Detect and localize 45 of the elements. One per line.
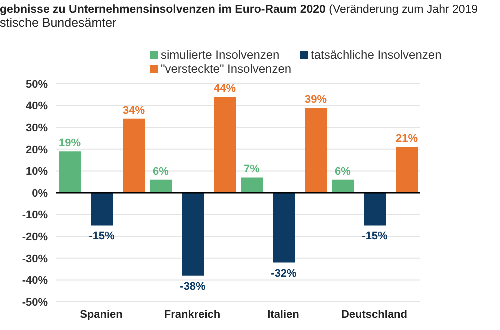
- data-label: 7%: [244, 164, 260, 176]
- data-label: 6%: [153, 166, 170, 178]
- bar: [241, 178, 263, 193]
- data-label: -38%: [180, 280, 206, 293]
- y-tick-label: -50%: [22, 296, 48, 309]
- legend-label: tatsächliche Insolvenzen: [311, 48, 442, 62]
- bar: [182, 193, 204, 276]
- data-label: -15%: [362, 230, 388, 243]
- data-label: 44%: [214, 83, 236, 96]
- bar: [123, 118, 145, 193]
- y-tick-label: -20%: [22, 232, 48, 244]
- x-tick-label: Spanien: [80, 308, 124, 321]
- y-tick-label: 20%: [26, 144, 48, 156]
- y-tick-label: 50%: [26, 78, 48, 91]
- bar: [91, 193, 113, 226]
- data-label: 34%: [122, 104, 146, 117]
- y-tick-label: -10%: [22, 210, 48, 222]
- bar: [364, 193, 386, 226]
- legend-label: simulierte Insolvenzen: [161, 48, 280, 62]
- data-label: 6%: [335, 166, 352, 178]
- y-tick-label: 40%: [26, 100, 48, 113]
- chart-subtitle: (Veränderung zum Jahr 2019: [329, 4, 478, 16]
- chart-title: gebnisse zu Unternehmensinsolvenzen im Euro-Raum 2020: [0, 4, 326, 16]
- bar: [150, 180, 172, 193]
- bar: [305, 108, 327, 193]
- bar: [59, 152, 81, 193]
- bar: [273, 193, 295, 263]
- bar: [332, 180, 354, 193]
- y-tick-label: 0%: [32, 188, 48, 200]
- legend-label: "versteckte" Insolvenzen: [161, 62, 292, 76]
- data-label: 21%: [396, 133, 418, 146]
- data-label: -32%: [271, 268, 298, 280]
- y-tick-label: 30%: [26, 122, 48, 135]
- bar: [214, 97, 236, 193]
- x-tick-label: Italien: [268, 308, 300, 321]
- y-tick-label: -40%: [22, 275, 48, 288]
- y-tick-label: 10%: [26, 166, 48, 178]
- data-label: 19%: [58, 138, 82, 150]
- data-label: 39%: [304, 94, 328, 106]
- text: stische Bundesämter: [0, 16, 118, 30]
- x-tick-label: Frankreich: [164, 308, 221, 321]
- x-tick-label: Deutschland: [341, 308, 408, 321]
- y-tick-label: -30%: [22, 253, 48, 266]
- data-label: -15%: [89, 230, 116, 243]
- bar: [396, 147, 418, 193]
